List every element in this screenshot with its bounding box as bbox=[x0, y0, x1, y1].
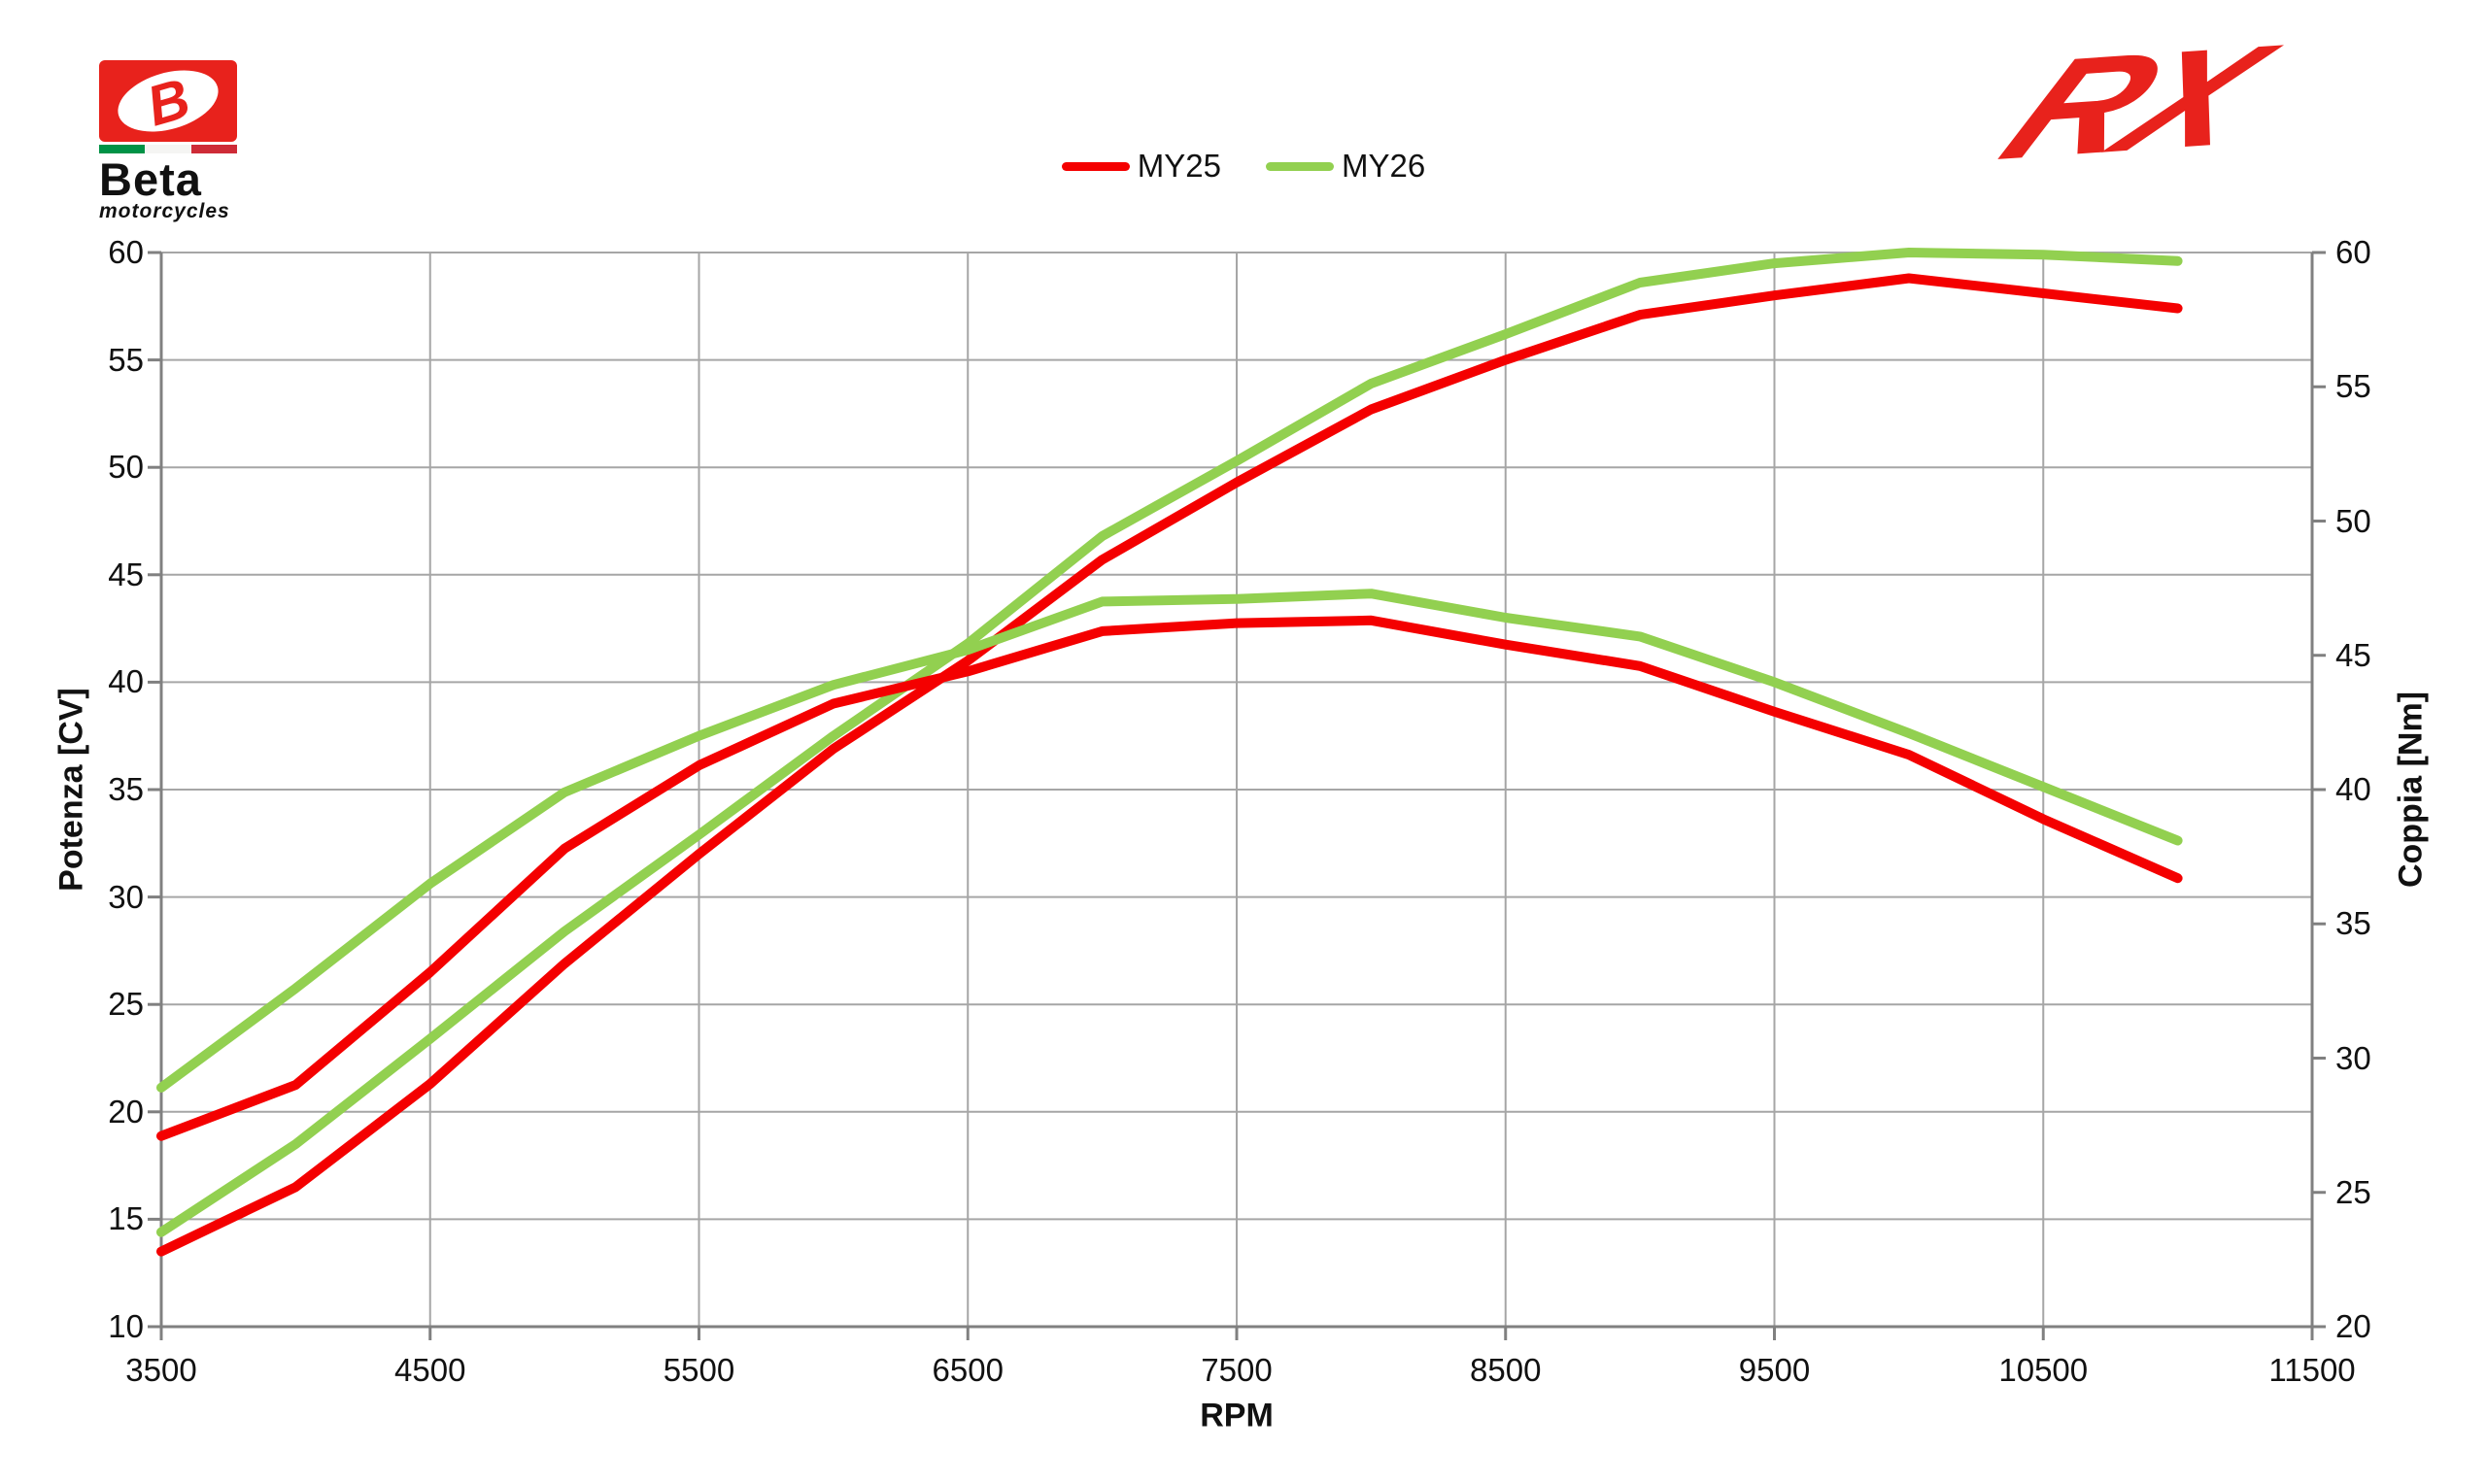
x-axis-title: RPM bbox=[1200, 1397, 1274, 1434]
legend-item-my25: MY25 bbox=[1061, 148, 1221, 185]
legend-line-swatch bbox=[1061, 161, 1130, 171]
beta-emblem-icon: B bbox=[99, 60, 237, 142]
legend-item-my26: MY26 bbox=[1266, 148, 1425, 185]
left-y-tick-label: 10 bbox=[108, 1308, 144, 1344]
left-y-tick-label: 15 bbox=[108, 1200, 144, 1237]
left-axis-title: Potenza [CV] bbox=[52, 688, 90, 892]
right-y-tick-label: 55 bbox=[2335, 368, 2371, 405]
right-axis-title: Coppia [Nm] bbox=[2392, 691, 2430, 889]
right-y-tick-label: 25 bbox=[2335, 1173, 2371, 1210]
legend-line-swatch bbox=[1266, 161, 1334, 171]
chart-plot-area bbox=[148, 248, 2326, 1340]
curve-my26-cv bbox=[156, 248, 2183, 1237]
x-tick-label: 8500 bbox=[1470, 1352, 1542, 1388]
left-y-tick-label: 60 bbox=[108, 234, 144, 270]
right-y-tick-label: 50 bbox=[2335, 502, 2371, 539]
right-y-tick-label: 35 bbox=[2335, 905, 2371, 942]
left-y-tick-label: 35 bbox=[108, 771, 144, 807]
italian-flag-stripe bbox=[99, 145, 237, 153]
flag-color-band bbox=[190, 145, 237, 153]
x-tick-label: 6500 bbox=[932, 1352, 1004, 1388]
right-y-tick-label: 40 bbox=[2335, 771, 2371, 807]
beta-logo: B Beta motorcycles bbox=[99, 60, 237, 223]
x-tick-label: 4500 bbox=[394, 1352, 466, 1388]
legend-label: MY26 bbox=[1342, 148, 1426, 184]
x-tick-label: 9500 bbox=[1738, 1352, 1811, 1388]
flag-color-band bbox=[145, 145, 191, 153]
curve-my26-nm bbox=[156, 589, 2183, 1093]
beta-tagline: motorcycles bbox=[99, 200, 230, 222]
right-y-tick-label: 20 bbox=[2335, 1308, 2371, 1344]
left-y-tick-label: 20 bbox=[108, 1093, 144, 1130]
flag-color-band bbox=[99, 145, 146, 153]
right-y-tick-label: 60 bbox=[2335, 234, 2371, 270]
left-y-tick-label: 50 bbox=[108, 449, 144, 486]
x-tick-label: 7500 bbox=[1201, 1352, 1273, 1388]
left-y-tick-label: 30 bbox=[108, 878, 144, 915]
legend-label: MY25 bbox=[1137, 148, 1221, 184]
left-y-tick-label: 40 bbox=[108, 663, 144, 700]
x-tick-label: 3500 bbox=[125, 1352, 197, 1388]
rx-logo: RX bbox=[1978, 16, 2351, 190]
left-y-tick-label: 55 bbox=[108, 341, 144, 378]
x-tick-label: 5500 bbox=[663, 1352, 735, 1388]
right-y-tick-label: 45 bbox=[2335, 636, 2371, 673]
x-tick-label: 10500 bbox=[1998, 1352, 2089, 1388]
left-y-tick-label: 25 bbox=[108, 986, 144, 1023]
left-y-tick-label: 45 bbox=[108, 556, 144, 592]
chart-legend: MY25 MY26 bbox=[0, 148, 2487, 185]
x-tick-label: 11500 bbox=[2268, 1352, 2356, 1388]
beta-wordmark: Beta bbox=[99, 153, 202, 205]
curve-my25-nm bbox=[156, 615, 2183, 1141]
curve-my25-cv bbox=[156, 273, 2183, 1257]
right-y-tick-label: 30 bbox=[2335, 1039, 2371, 1076]
